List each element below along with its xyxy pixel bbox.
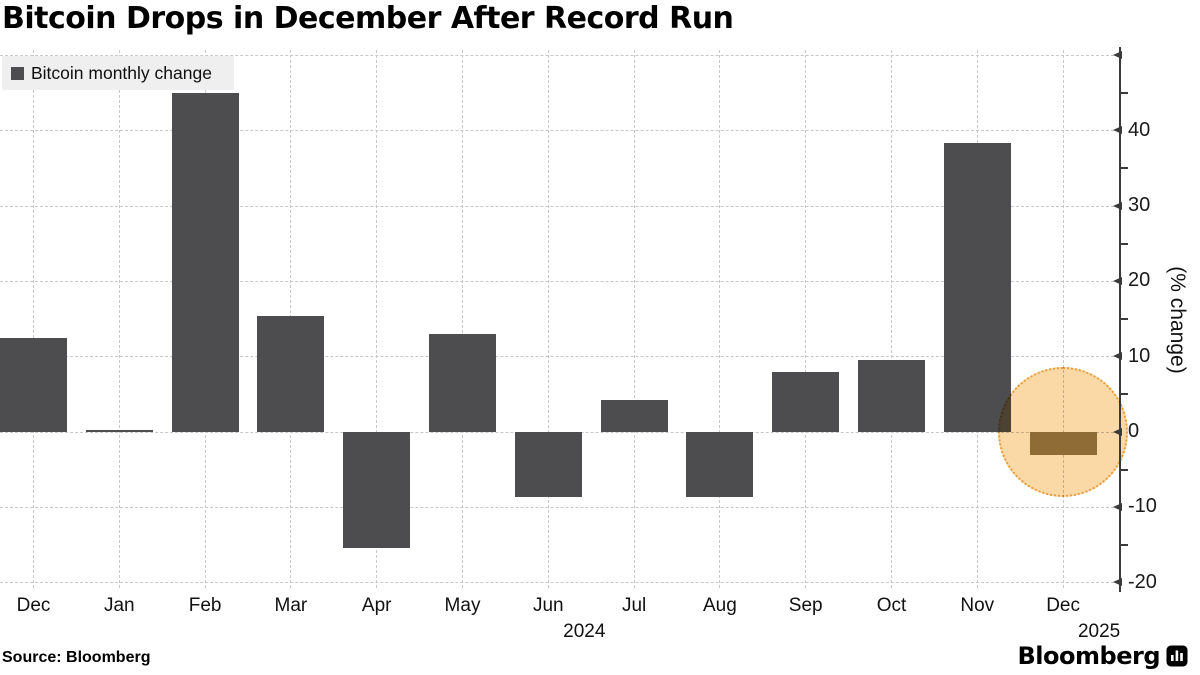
y-axis-tick-label-10: 10 bbox=[1128, 344, 1151, 367]
y-axis-tick-arrow-30 bbox=[1113, 201, 1122, 210]
y-axis-title: (% change) bbox=[1166, 266, 1189, 374]
gridline-v-oct-10 bbox=[891, 50, 892, 588]
y-axis-tick-arrow--20 bbox=[1113, 578, 1122, 587]
bar-aug-8 bbox=[686, 432, 754, 497]
bar-jan-1 bbox=[85, 429, 153, 432]
y-axis-tick-label--20: -20 bbox=[1128, 570, 1157, 593]
y-axis-tick-label-0: 0 bbox=[1128, 420, 1140, 442]
bar-dec-0 bbox=[0, 337, 67, 432]
y-axis-tick-arrow--10 bbox=[1113, 502, 1122, 511]
bar-sep-9 bbox=[772, 371, 840, 432]
bloomberg-bars-icon bbox=[1166, 645, 1188, 667]
bar-dec-12 bbox=[1029, 432, 1097, 456]
x-axis-label-dec-12: Dec bbox=[1046, 595, 1080, 616]
y-axis-minor-tick-35 bbox=[1120, 167, 1128, 170]
y-axis-tick-arrow-0 bbox=[1113, 427, 1122, 436]
gridline-v-jun-6 bbox=[547, 50, 549, 588]
gridline-h-20 bbox=[0, 280, 1119, 282]
bar-apr-4 bbox=[343, 432, 411, 548]
y-axis-tick-label-20: 20 bbox=[1128, 269, 1151, 292]
gridline-h-10 bbox=[0, 356, 1119, 358]
gridline-h-30 bbox=[0, 205, 1119, 207]
y-axis-minor-tick-25 bbox=[1120, 242, 1128, 245]
gridline-v-dec-0 bbox=[33, 50, 34, 588]
x-axis-label-jun-6: Jun bbox=[532, 595, 564, 616]
legend-label: Bitcoin monthly change bbox=[31, 62, 212, 83]
x-axis-label-aug-8: Aug bbox=[702, 595, 737, 616]
y-axis-tick-arrow-10 bbox=[1113, 352, 1122, 361]
bar-oct-10 bbox=[858, 359, 925, 432]
gridline-v-aug-8 bbox=[719, 50, 721, 588]
x-axis-label-sep-9: Sep bbox=[788, 595, 823, 616]
bloomberg-logo-text: Bloomberg bbox=[1017, 642, 1161, 670]
x-axis-label-oct-10: Oct bbox=[876, 595, 907, 616]
x-axis-label-jan-1: Jan bbox=[103, 595, 135, 616]
gridline-v-jan-1 bbox=[118, 50, 120, 588]
x-axis-label-may-5: May bbox=[444, 595, 481, 616]
gridline-v-may-5 bbox=[462, 50, 463, 588]
gridline-h-50 bbox=[0, 55, 1119, 56]
bar-jun-6 bbox=[514, 432, 582, 497]
y-axis-minor-tick-5 bbox=[1120, 393, 1128, 396]
x-axis-label-mar-3: Mar bbox=[274, 595, 308, 616]
gridline-v-sep-9 bbox=[805, 50, 807, 588]
gridline-h--20 bbox=[0, 582, 1119, 584]
y-axis-tick-arrow-50 bbox=[1113, 51, 1122, 59]
legend: Bitcoin monthly change bbox=[2, 56, 234, 90]
bar-may-5 bbox=[429, 334, 496, 432]
y-axis-tick-label-40: 40 bbox=[1128, 118, 1151, 141]
y-axis-minor-tick--15 bbox=[1120, 543, 1128, 546]
chart-title: Bitcoin Drops in December After Record R… bbox=[2, 1, 734, 36]
x-axis-year-label-2025: 2025 bbox=[1077, 621, 1121, 642]
y-axis-tick-label-30: 30 bbox=[1128, 194, 1151, 217]
x-axis-label-dec-0: Dec bbox=[16, 595, 51, 616]
y-axis-tick-arrow-40 bbox=[1113, 126, 1122, 135]
bar-nov-11 bbox=[943, 142, 1011, 432]
y-axis-minor-tick-15 bbox=[1120, 318, 1128, 321]
gridline-h--10 bbox=[0, 506, 1119, 508]
y-axis-tick-label--10: -10 bbox=[1128, 495, 1157, 518]
x-axis-label-nov-11: Nov bbox=[960, 595, 995, 616]
gridline-h-40 bbox=[0, 130, 1119, 132]
x-axis-year-label-2024: 2024 bbox=[563, 621, 606, 642]
y-axis-minor-tick--5 bbox=[1120, 468, 1128, 471]
bar-feb-2 bbox=[171, 93, 239, 432]
bloomberg-logo: Bloomberg bbox=[1018, 642, 1188, 670]
x-axis-label-apr-4: Apr bbox=[361, 595, 392, 616]
gridline-v-jul-7 bbox=[633, 50, 635, 588]
y-axis-minor-tick-45 bbox=[1120, 92, 1128, 95]
bar-mar-3 bbox=[257, 316, 325, 432]
gridline-v-apr-4 bbox=[376, 50, 378, 588]
bar-jul-7 bbox=[600, 399, 668, 432]
legend-swatch-icon bbox=[11, 66, 24, 80]
y-axis-tick-arrow-20 bbox=[1113, 276, 1122, 285]
source-note: Source: Bloomberg bbox=[2, 649, 151, 666]
x-axis-label-feb-2: Feb bbox=[188, 595, 222, 616]
x-axis-label-jul-7: Jul bbox=[621, 595, 647, 616]
gridline-v-dec-12 bbox=[1062, 50, 1064, 588]
